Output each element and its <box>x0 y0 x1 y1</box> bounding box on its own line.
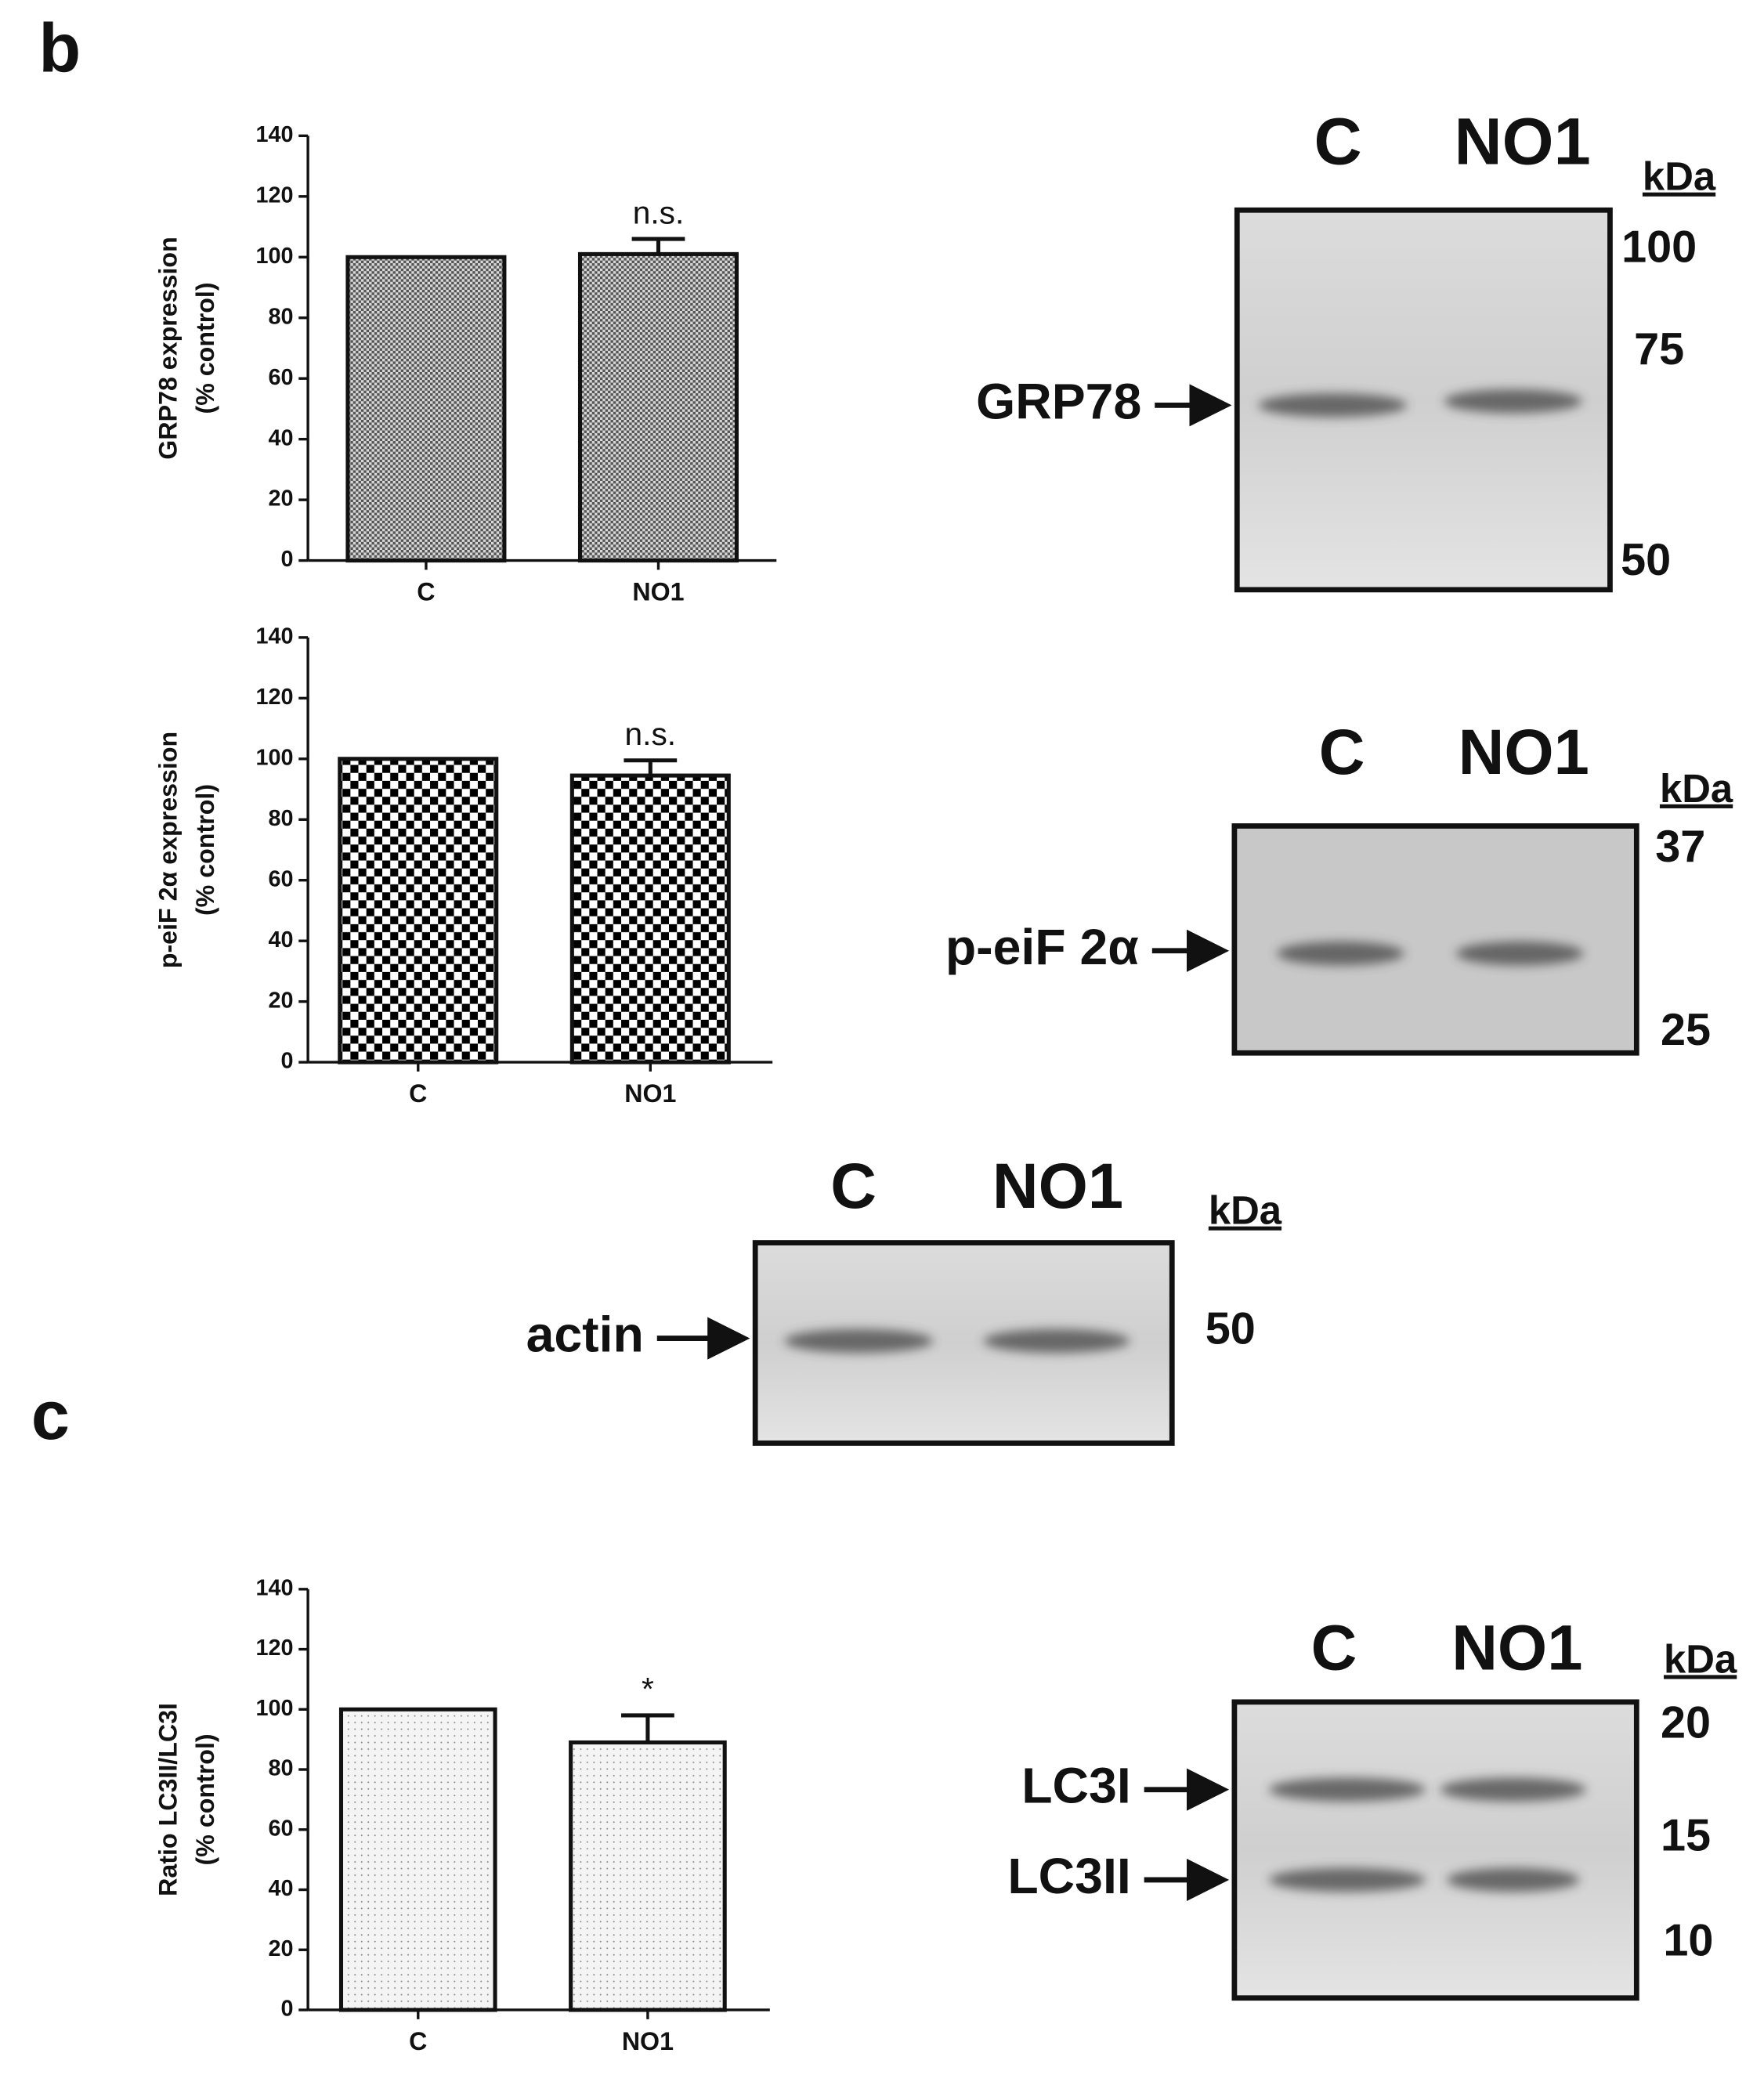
lane-label: C <box>1314 103 1361 178</box>
y-tick-label: 20 <box>268 988 293 1013</box>
bar <box>345 255 507 563</box>
marker-label: 37 <box>1655 822 1705 872</box>
lane-label: NO1 <box>1451 1613 1582 1684</box>
band <box>1258 393 1408 417</box>
error-bar <box>624 758 678 776</box>
y-tick-label: 0 <box>280 1049 293 1074</box>
y-tick-label: 20 <box>268 486 293 511</box>
y-tick-label: 60 <box>268 365 293 390</box>
y-tick-label: 140 <box>255 1575 293 1600</box>
y-tick-label: 40 <box>268 425 293 450</box>
y-tick-label: 80 <box>268 304 293 329</box>
unit-label: kDa <box>1660 766 1733 811</box>
y-tick-label: 40 <box>268 1876 293 1901</box>
y-tick-label: 100 <box>255 745 293 770</box>
target-label: LC3II <box>1007 1848 1130 1904</box>
y-tick-label: 80 <box>268 806 293 831</box>
target-label: actin <box>526 1307 644 1363</box>
marker-label: 20 <box>1661 1698 1711 1748</box>
target-label: p-eiF 2α <box>945 919 1139 975</box>
blot-frame <box>1231 823 1639 1056</box>
annotation: n.s. <box>625 716 677 752</box>
band <box>1268 1867 1426 1892</box>
panel-label: c <box>31 1376 70 1454</box>
y-tick-label: 60 <box>268 866 293 891</box>
lane-label: NO1 <box>1454 103 1590 178</box>
x-tick-label: C <box>417 577 435 605</box>
panel-label: b <box>38 9 81 87</box>
marker-label: 10 <box>1663 1915 1713 1965</box>
unit-label: kDa <box>1209 1188 1282 1233</box>
y-tick-label: 100 <box>255 1696 293 1721</box>
marker-label: 50 <box>1621 535 1671 585</box>
marker-label: 75 <box>1634 324 1684 374</box>
lane-label: C <box>1311 1613 1357 1684</box>
y-tick-label: 120 <box>255 1636 293 1661</box>
y-tick-label: 140 <box>255 624 293 649</box>
y-axis-label: p-eiF 2α expression <box>154 732 182 968</box>
bar <box>338 1707 497 2012</box>
blot-image <box>1234 1701 1637 1998</box>
y-axis-label: (% control) <box>191 784 219 916</box>
bar <box>338 757 499 1064</box>
bar <box>569 1740 727 2012</box>
band <box>1440 1777 1586 1802</box>
bar <box>577 251 739 563</box>
marker-label: 15 <box>1661 1811 1711 1861</box>
unit-label: kDa <box>1643 154 1716 199</box>
y-tick-label: 0 <box>280 1997 293 2022</box>
band <box>784 1328 934 1354</box>
y-tick-label: 140 <box>255 122 293 147</box>
target-label: GRP78 <box>976 373 1141 429</box>
band <box>1277 941 1404 966</box>
x-tick-label: NO1 <box>632 577 684 605</box>
marker-label: 25 <box>1661 1005 1711 1055</box>
blot-frame <box>752 1240 1175 1446</box>
x-tick-label: C <box>409 1079 427 1108</box>
y-axis-label: Ratio LC3II/LC3I <box>154 1703 182 1896</box>
y-tick-label: 100 <box>255 244 293 269</box>
y-tick-label: 80 <box>268 1756 293 1781</box>
annotation: n.s. <box>633 194 685 230</box>
lane-label: NO1 <box>992 1151 1123 1222</box>
y-axis-label: (% control) <box>191 1733 219 1865</box>
y-tick-label: 0 <box>280 547 293 572</box>
error-bar <box>631 237 685 255</box>
bar <box>569 773 731 1064</box>
y-axis-label: (% control) <box>191 282 219 414</box>
band <box>1268 1777 1426 1802</box>
x-tick-label: C <box>409 2027 427 2055</box>
marker-label: 100 <box>1621 222 1697 272</box>
blot-frame <box>1231 1699 1639 2001</box>
target-label: LC3I <box>1021 1758 1131 1814</box>
marker-label: 50 <box>1206 1303 1256 1354</box>
x-tick-label: NO1 <box>622 2027 674 2055</box>
y-tick-label: 60 <box>268 1816 293 1841</box>
y-tick-label: 20 <box>268 1936 293 1961</box>
error-bar <box>621 1713 674 1743</box>
blot-image <box>1234 826 1637 1054</box>
unit-label: kDa <box>1664 1636 1737 1681</box>
band <box>1447 1867 1580 1892</box>
x-tick-label: NO1 <box>624 1079 676 1108</box>
lane-label: C <box>1319 717 1365 788</box>
band <box>1455 941 1584 966</box>
band <box>1444 389 1582 414</box>
blot-frame <box>1234 207 1613 593</box>
y-axis-label: GRP78 expression <box>154 237 182 459</box>
annotation: * <box>642 1671 654 1707</box>
y-tick-label: 40 <box>268 927 293 952</box>
band <box>983 1328 1130 1354</box>
y-tick-label: 120 <box>255 183 293 208</box>
lane-label: NO1 <box>1459 717 1589 788</box>
y-tick-label: 120 <box>255 685 293 710</box>
lane-label: C <box>830 1151 877 1222</box>
